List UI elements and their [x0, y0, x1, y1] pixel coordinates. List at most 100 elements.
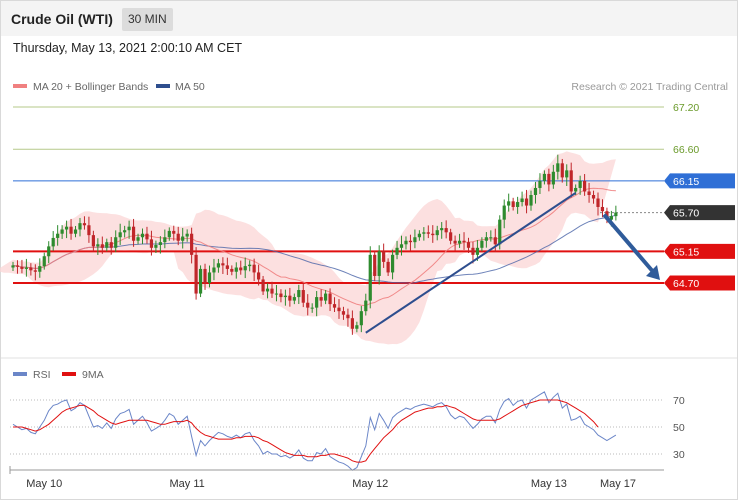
candle-body — [422, 232, 426, 234]
candle-body — [136, 237, 140, 241]
rsi-line — [12, 391, 617, 471]
candle-body — [158, 242, 162, 245]
candle-body — [149, 239, 154, 248]
candle-body — [323, 293, 328, 301]
candle-body — [11, 265, 15, 268]
rsi-legend-label: RSI — [33, 369, 51, 381]
candle-body — [47, 246, 51, 257]
candle-body — [502, 205, 506, 220]
candle-body — [453, 240, 457, 244]
rsi-tick-label: 50 — [673, 422, 685, 434]
candle-body — [417, 233, 421, 238]
candle-body — [243, 266, 247, 271]
candle-body — [105, 242, 109, 248]
candle-body — [127, 226, 131, 231]
candle-body — [60, 229, 64, 234]
candle-body — [29, 267, 33, 271]
chart-header: Crude Oil (WTI) 30 MIN — [1, 1, 737, 36]
candle-body — [172, 230, 176, 234]
rsi-ma-legend-label: 9MA — [82, 369, 104, 381]
candle-body — [395, 247, 399, 255]
candle-body — [462, 240, 466, 243]
candle-body — [498, 219, 502, 245]
interval-badge[interactable]: 30 MIN — [122, 8, 173, 31]
candle-body — [73, 229, 78, 234]
candle-body — [176, 233, 180, 241]
candle-body — [207, 272, 212, 283]
candle-body — [569, 170, 573, 192]
candle-body — [524, 198, 529, 206]
candle-body — [413, 237, 417, 243]
candle-body — [239, 267, 243, 271]
candle-body — [96, 244, 100, 247]
candle-body — [78, 223, 82, 230]
candle-body — [364, 300, 368, 312]
candle-body — [516, 202, 520, 207]
candle-body — [390, 254, 395, 273]
candle-body — [408, 240, 413, 243]
instrument-title: Crude Oil (WTI) — [11, 11, 113, 27]
candle-body — [359, 311, 363, 326]
candle-body — [440, 228, 444, 231]
candle-body — [274, 293, 279, 295]
x-tick-label: May 11 — [170, 478, 205, 490]
price-label: 64.70 — [673, 278, 699, 290]
candle-body — [123, 230, 127, 233]
candle-body — [386, 261, 390, 273]
candle-body — [248, 264, 252, 267]
candle-body — [270, 288, 274, 294]
candle-body — [328, 293, 332, 305]
candle-body — [310, 307, 314, 309]
candle-body — [596, 198, 600, 207]
x-axis: May 10 May 11 May 12 May 13 May 17 — [9, 466, 664, 490]
candle-body — [355, 325, 359, 329]
candle-body — [257, 272, 261, 280]
candle-body — [145, 233, 149, 240]
candle-body — [118, 232, 122, 238]
rsi-ma-line — [13, 399, 599, 463]
candle-body — [444, 228, 448, 233]
candle-body — [337, 307, 341, 312]
price-label: 66.15 — [673, 176, 699, 188]
x-tick-label: May 12 — [352, 478, 388, 490]
candle-body — [591, 195, 596, 199]
candle-body — [283, 295, 288, 298]
candle-body — [493, 237, 497, 245]
candle-body — [484, 237, 488, 241]
candle-body — [225, 265, 229, 269]
candle-body — [212, 267, 216, 273]
candle-body — [533, 187, 538, 195]
candle-body — [69, 226, 73, 234]
candle-body — [471, 247, 475, 255]
candle-body — [332, 304, 337, 308]
ma50-line — [12, 214, 616, 284]
projection-arrow-head — [646, 265, 660, 280]
candle-body — [64, 226, 69, 230]
candle-body — [368, 254, 372, 301]
candle-body — [480, 240, 484, 248]
rsi-tick-label: 70 — [673, 395, 685, 407]
candle-body — [457, 240, 462, 244]
candle-body — [404, 240, 408, 245]
x-tick-label: May 17 — [600, 478, 636, 490]
price-label: 66.60 — [673, 144, 699, 156]
candle-body — [100, 244, 104, 248]
candle-body — [114, 237, 118, 248]
ma50-legend-label: MA 50 — [175, 81, 205, 93]
candle-body — [346, 314, 350, 319]
projection-arrow-shaft — [602, 213, 657, 276]
candle-body — [198, 268, 203, 294]
price-tag — [664, 205, 735, 221]
candle-body — [373, 254, 377, 276]
candle-body — [556, 163, 560, 172]
candle-body — [87, 225, 91, 236]
candle-body — [520, 198, 524, 203]
candle-body — [190, 233, 194, 255]
candle-body — [221, 263, 225, 266]
candle-body — [24, 267, 28, 269]
price-tag — [664, 275, 735, 291]
candle-body — [466, 242, 471, 248]
candle-body — [301, 290, 305, 303]
candle-body — [185, 233, 189, 237]
